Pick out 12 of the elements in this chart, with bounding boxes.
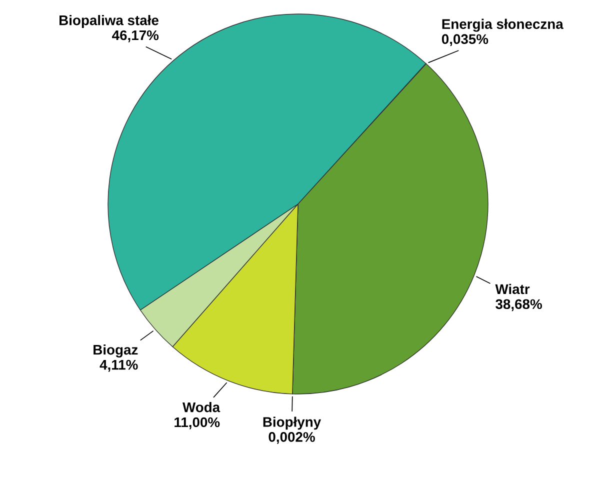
data-label: 0,002% — [268, 432, 315, 444]
data-label: 4,11% — [100, 360, 138, 372]
slice-label: Biopaliwa stałe — [60, 15, 158, 28]
data-label: 11,00% — [174, 417, 220, 430]
slice-label: Biogaz — [94, 344, 138, 358]
slice-label: Wiatr — [495, 284, 530, 294]
data-label: 46,17% — [112, 30, 159, 42]
slice-label: Woda — [182, 402, 220, 412]
slice-label: Energia słoneczna — [442, 18, 564, 32]
slice-label: Biopłyny — [263, 416, 322, 430]
data-label: 0,035% — [442, 34, 488, 46]
data-label: 38,68% — [496, 299, 542, 312]
